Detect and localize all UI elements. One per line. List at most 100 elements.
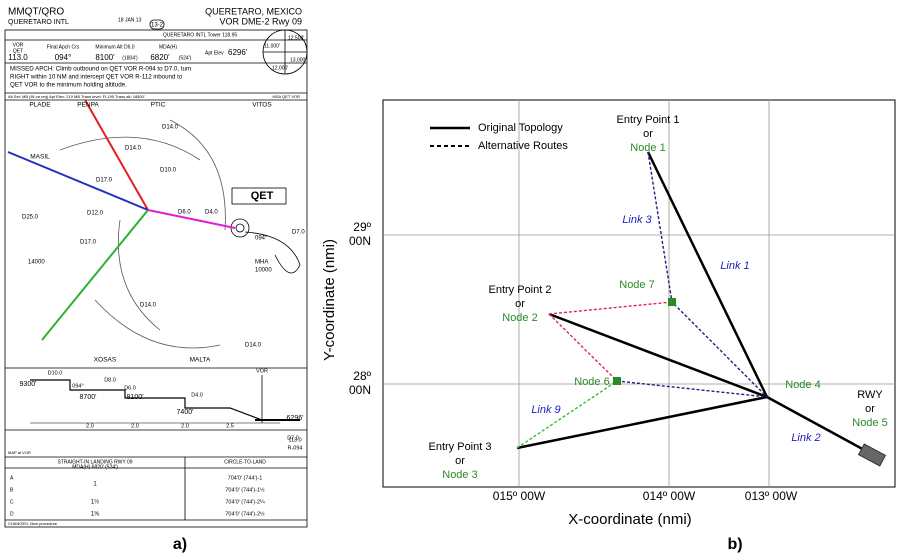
label: A (10, 475, 14, 481)
link-label: Link 2 (791, 432, 820, 444)
approach-routes (8, 100, 235, 340)
x-tick-label: 014º 00W (643, 489, 696, 503)
label: D17.0 (96, 178, 113, 184)
label: (1804') (122, 55, 138, 61)
fix: XOSAS (94, 357, 117, 364)
label: C (10, 499, 14, 505)
label: CHANGES: New procedure (8, 521, 58, 526)
node-label: or (865, 403, 875, 415)
fix: VITOS (252, 102, 272, 109)
label: 12,500' (288, 35, 304, 41)
label: RIGHT within 10 NM and intercept QET VOR… (10, 74, 183, 81)
label: MISSED APCH: Climb outbound on QET VOR R… (10, 66, 192, 73)
legend-entry: Original Topology (478, 122, 563, 134)
link-label: Link 9 (531, 404, 560, 416)
node-label: or (455, 455, 465, 467)
label: 094° (255, 236, 268, 242)
label: 9300' (20, 381, 37, 388)
fix: MASIL (30, 154, 50, 161)
label: 2.0 (131, 423, 139, 429)
label: MHA (255, 260, 268, 266)
label: Minimum Alt D6.0 (95, 44, 134, 50)
label: D12.0 (87, 211, 104, 217)
label: Node 6 (574, 376, 609, 388)
fix: MALTA (190, 357, 211, 364)
label: QUERETARO INTL Tower 118.95 (163, 32, 238, 38)
label: 1⅝ (91, 512, 100, 518)
y-tick-label: 29º (353, 220, 371, 234)
label: D4.0 (191, 392, 203, 398)
label: MSA QET VOR (273, 94, 301, 99)
label: MDA(H) 6820' (524') (72, 464, 118, 470)
airport-code: MMQT/QRO (8, 7, 64, 18)
label: D14.0 (125, 146, 142, 152)
label: QET VOR to the minimum holding altitude. (10, 82, 127, 89)
label: D6.0 (124, 385, 136, 391)
label: Alt Set: MB (IN on req) Apt Elev: 210 MB… (8, 94, 145, 99)
label: QET (251, 190, 274, 202)
node-label: RWY (857, 389, 883, 401)
label: 6296' (287, 415, 304, 422)
label: 2.0 (86, 423, 94, 429)
node-label: Node 5 (852, 417, 887, 429)
label: 12,000' (272, 65, 288, 71)
label: MAP at VOR (8, 450, 31, 455)
label: D25.0 (22, 215, 39, 221)
node-label: Node 2 (502, 312, 537, 324)
legend-entry: Alternative Routes (478, 140, 568, 152)
fix: PLADE (29, 102, 51, 109)
node-label: Entry Point 1 (617, 114, 680, 126)
y-tick-label: 00N (349, 383, 371, 397)
label: D10.0 (160, 168, 177, 174)
fix: PTIC (151, 102, 166, 109)
node-label: Node 1 (630, 142, 665, 154)
caption: a) (173, 536, 187, 553)
label: D14.0 (140, 303, 157, 309)
label: D14.0 (162, 125, 179, 131)
label: 14000 (28, 260, 45, 266)
y-tick-label: 28º (353, 369, 371, 383)
label: QUERETARO, MEXICO (205, 6, 302, 16)
label: 8100' (95, 53, 115, 62)
label: 18 JAN 13 (118, 17, 142, 23)
label: MDA(H) (159, 44, 177, 50)
label: D (10, 511, 14, 517)
label: QUERETARO INTL (8, 19, 69, 26)
label: 13-2 (151, 23, 164, 29)
label: 2.0 (181, 423, 189, 429)
label: D17.0 (80, 240, 97, 246)
label: 1½ (91, 499, 99, 506)
x-tick-label: 013º 00W (745, 489, 798, 503)
label: VOR (256, 368, 268, 374)
node-label: or (515, 298, 525, 310)
label: 113.0 (8, 53, 28, 62)
node-label: Entry Point 2 (489, 284, 552, 296)
label: D6.0 (178, 210, 191, 216)
label: 1 (93, 482, 97, 488)
link-label: Link 3 (622, 214, 652, 226)
label: D4.0 (205, 210, 218, 216)
label: 13,000' (290, 57, 306, 63)
x-tick-label: 015º 00W (493, 489, 546, 503)
link-label: Link 1 (720, 260, 749, 272)
figure: MMQT/QROQUERETARO INTL 18 JAN 13 13-2 QUERE… (0, 0, 897, 560)
label: D8.0 (104, 377, 116, 383)
axis-title: X-coordinate (nmi) (568, 511, 691, 528)
label: (524') (179, 55, 192, 61)
label: 704'0' (744')-2½ (225, 510, 265, 517)
label: 8100' (127, 394, 144, 401)
label: CIRCLE-TO-LAND (224, 459, 266, 465)
node-label: or (643, 128, 653, 140)
fix: PENPA (77, 102, 99, 109)
node-label: Entry Point 3 (429, 441, 492, 453)
label: Node 4 (785, 379, 820, 391)
label: 6296' (228, 48, 248, 57)
label: D7.0 (292, 230, 305, 236)
label: D10.0 (48, 370, 63, 376)
label: 094° (55, 53, 72, 62)
label: 6820' (150, 53, 170, 62)
label: D7.0 (287, 435, 299, 441)
label: Node 7 (619, 279, 654, 291)
label: 10000 (255, 268, 272, 274)
